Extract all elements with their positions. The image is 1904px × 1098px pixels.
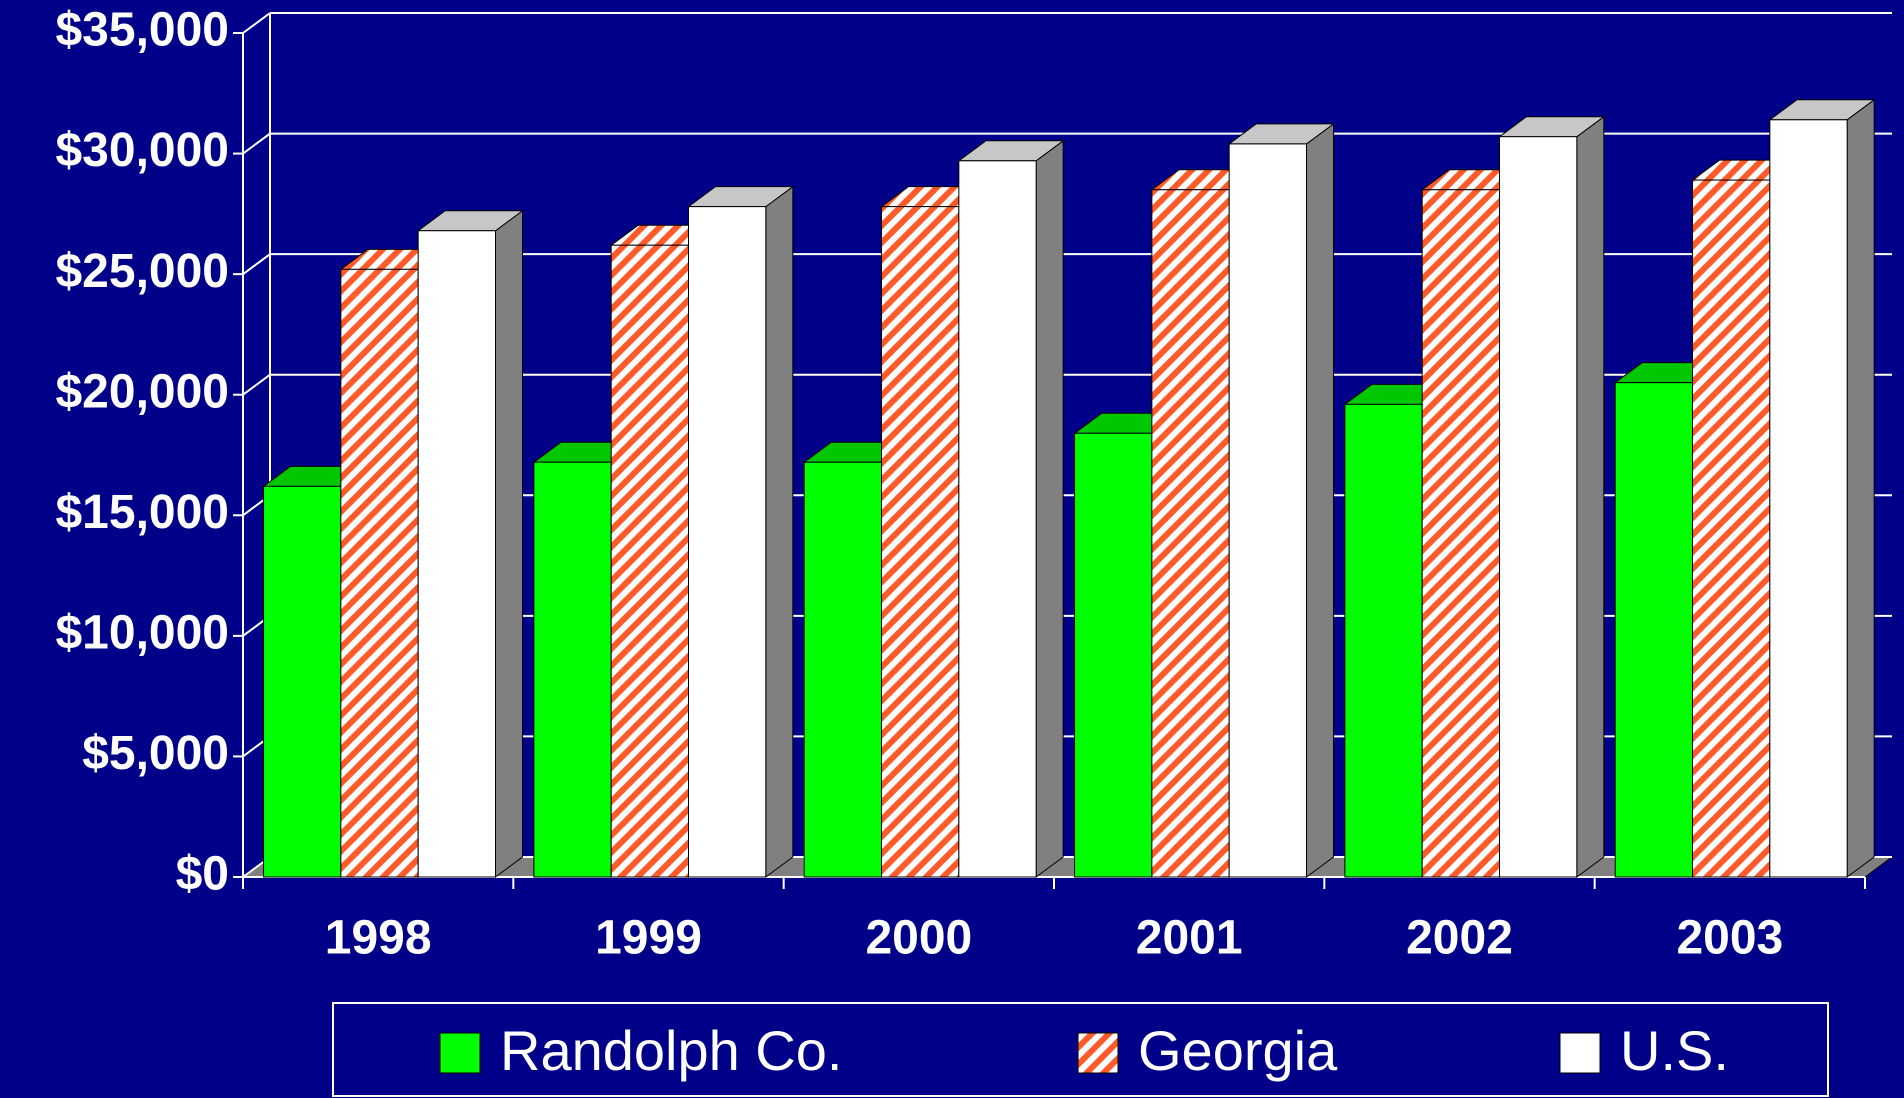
bar-front <box>1344 403 1423 878</box>
legend-label: Randolph Co. <box>500 1019 842 1082</box>
bar-front <box>610 244 690 878</box>
y-tick-label: $30,000 <box>55 124 229 177</box>
wall-grid-line <box>242 12 271 34</box>
bar-front <box>1499 136 1578 878</box>
legend-swatch <box>1559 1032 1601 1074</box>
y-tick-label: $35,000 <box>55 4 229 57</box>
wall-grid-line <box>242 253 271 275</box>
bar-front <box>1421 189 1501 878</box>
bar-side <box>1305 122 1334 878</box>
y-tick-label: $0 <box>176 848 229 901</box>
legend-label: U.S. <box>1620 1019 1729 1082</box>
bar-side <box>1035 139 1064 878</box>
bar-front <box>1692 179 1771 878</box>
bar <box>416 209 525 878</box>
bar-front <box>263 485 342 878</box>
legend-box <box>332 1002 1829 1097</box>
y-tick-label: $25,000 <box>55 245 229 298</box>
bar-side <box>494 209 523 878</box>
bar-front <box>533 461 612 878</box>
bar-front <box>803 461 883 878</box>
wall-grid-line <box>242 132 271 155</box>
bar-front <box>1614 382 1694 878</box>
bar-front <box>1074 432 1153 878</box>
bar-front <box>1151 189 1230 878</box>
bar-front <box>688 206 767 878</box>
y-tick-label: $20,000 <box>55 365 229 418</box>
bar-front <box>340 268 419 878</box>
bar <box>957 139 1065 878</box>
bar <box>1768 98 1876 878</box>
bar-front <box>1769 119 1848 878</box>
bar <box>1497 115 1606 878</box>
bar <box>1227 122 1336 878</box>
y-tick-label: $5,000 <box>82 727 229 780</box>
bar-side <box>1846 98 1875 878</box>
x-tick-label: 2000 <box>865 912 972 965</box>
x-tick-label: 1999 <box>595 912 702 965</box>
x-tick-label: 1998 <box>325 912 432 965</box>
bar-front <box>958 160 1037 878</box>
wall-grid-line <box>242 373 271 396</box>
bar <box>686 185 795 878</box>
bar-side <box>1576 115 1605 878</box>
x-tick-label: 2001 <box>1136 912 1243 965</box>
x-tick-label: 2003 <box>1676 912 1783 965</box>
bar-front <box>881 206 960 878</box>
x-tick-label: 2002 <box>1406 912 1513 965</box>
bar-front <box>417 230 496 878</box>
y-tick-label: $15,000 <box>55 486 229 539</box>
bar-side <box>765 185 794 878</box>
legend-swatch <box>1077 1032 1119 1074</box>
legend-swatch <box>439 1032 481 1074</box>
y-tick-label: $10,000 <box>55 607 229 660</box>
bar-front <box>1228 143 1307 878</box>
legend-label: Georgia <box>1138 1019 1338 1082</box>
